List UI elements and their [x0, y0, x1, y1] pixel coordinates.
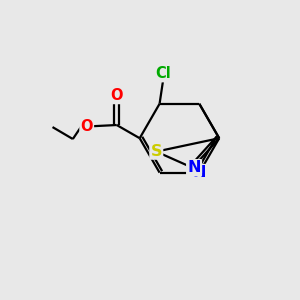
- Text: O: O: [110, 88, 123, 103]
- Text: N: N: [193, 165, 206, 180]
- Text: Cl: Cl: [155, 66, 171, 81]
- Text: O: O: [80, 119, 93, 134]
- Text: S: S: [151, 143, 162, 158]
- Text: N: N: [187, 160, 201, 175]
